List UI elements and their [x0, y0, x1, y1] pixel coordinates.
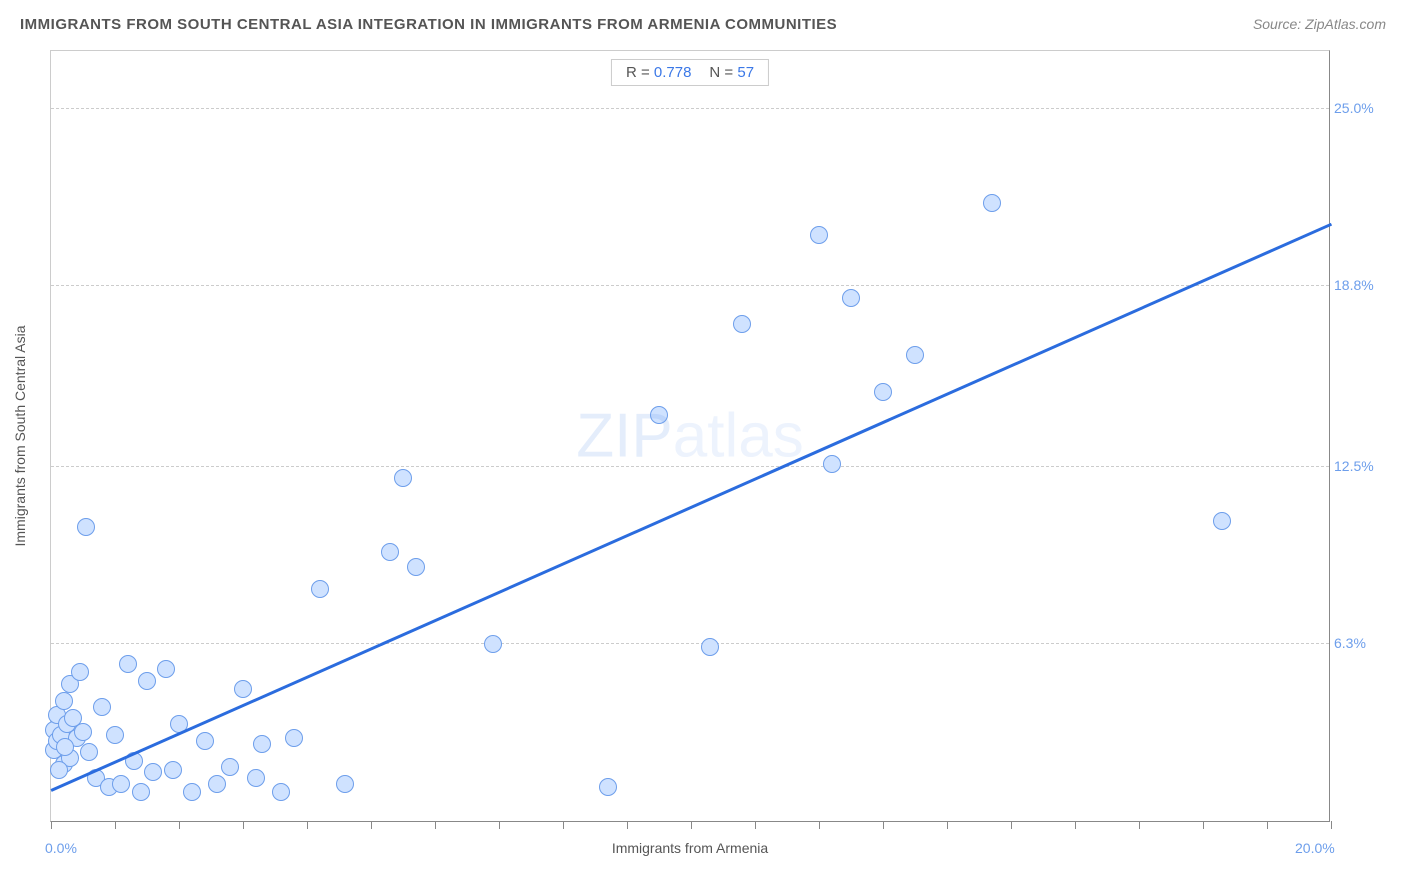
gridline — [51, 466, 1329, 467]
x-tick — [819, 821, 820, 829]
data-point — [144, 763, 162, 781]
x-tick — [179, 821, 180, 829]
data-point — [381, 543, 399, 561]
y-tick-label: 18.8% — [1334, 277, 1389, 293]
data-point — [50, 761, 68, 779]
data-point — [336, 775, 354, 793]
data-point — [285, 729, 303, 747]
y-tick-label: 12.5% — [1334, 458, 1389, 474]
chart-source: Source: ZipAtlas.com — [1253, 16, 1386, 32]
data-point — [272, 783, 290, 801]
x-tick — [883, 821, 884, 829]
trend-line — [50, 223, 1331, 791]
x-axis-title: Immigrants from Armenia — [612, 840, 768, 856]
data-point — [599, 778, 617, 796]
data-point — [112, 775, 130, 793]
x-tick — [947, 821, 948, 829]
data-point — [183, 783, 201, 801]
data-point — [484, 635, 502, 653]
watermark: ZIPatlas — [576, 401, 803, 472]
x-tick — [51, 821, 52, 829]
data-point — [983, 194, 1001, 212]
x-tick — [371, 821, 372, 829]
data-point — [119, 655, 137, 673]
x-tick — [1267, 821, 1268, 829]
data-point — [93, 698, 111, 716]
x-tick — [1139, 821, 1140, 829]
stats-box: R = 0.778 N = 57 — [611, 59, 769, 86]
data-point — [823, 455, 841, 473]
data-point — [56, 738, 74, 756]
data-point — [138, 672, 156, 690]
data-point — [74, 723, 92, 741]
data-point — [247, 769, 265, 787]
data-point — [157, 660, 175, 678]
data-point — [80, 743, 98, 761]
x-tick — [627, 821, 628, 829]
scatter-plot: R = 0.778 N = 57 ZIPatlas 6.3%12.5%18.8%… — [50, 50, 1330, 822]
data-point — [701, 638, 719, 656]
data-point — [164, 761, 182, 779]
data-point — [650, 406, 668, 424]
x-tick — [563, 821, 564, 829]
data-point — [394, 469, 412, 487]
data-point — [253, 735, 271, 753]
data-point — [810, 226, 828, 244]
data-point — [234, 680, 252, 698]
stat-n: N = 57 — [709, 64, 754, 81]
data-point — [71, 663, 89, 681]
chart-header: IMMIGRANTS FROM SOUTH CENTRAL ASIA INTEG… — [0, 0, 1406, 48]
data-point — [407, 558, 425, 576]
x-tick — [755, 821, 756, 829]
x-tick — [1203, 821, 1204, 829]
data-point — [874, 383, 892, 401]
x-axis-max-label: 20.0% — [1295, 840, 1335, 856]
data-point — [196, 732, 214, 750]
stat-r: R = 0.778 — [626, 64, 691, 81]
gridline — [51, 108, 1329, 109]
x-tick — [1011, 821, 1012, 829]
data-point — [906, 346, 924, 364]
x-tick — [115, 821, 116, 829]
gridline — [51, 643, 1329, 644]
y-tick-label: 25.0% — [1334, 100, 1389, 116]
data-point — [77, 518, 95, 536]
data-point — [311, 580, 329, 598]
x-tick — [691, 821, 692, 829]
chart-title: IMMIGRANTS FROM SOUTH CENTRAL ASIA INTEG… — [20, 16, 837, 33]
data-point — [55, 692, 73, 710]
data-point — [1213, 512, 1231, 530]
x-axis-min-label: 0.0% — [45, 840, 77, 856]
x-tick — [243, 821, 244, 829]
y-tick-label: 6.3% — [1334, 635, 1389, 651]
x-tick — [1075, 821, 1076, 829]
data-point — [221, 758, 239, 776]
x-tick — [499, 821, 500, 829]
x-tick — [1331, 821, 1332, 829]
gridline — [51, 285, 1329, 286]
x-tick — [307, 821, 308, 829]
data-point — [842, 289, 860, 307]
data-point — [132, 783, 150, 801]
data-point — [208, 775, 226, 793]
y-axis-title: Immigrants from South Central Asia — [12, 326, 28, 547]
data-point — [106, 726, 124, 744]
x-tick — [435, 821, 436, 829]
data-point — [733, 315, 751, 333]
